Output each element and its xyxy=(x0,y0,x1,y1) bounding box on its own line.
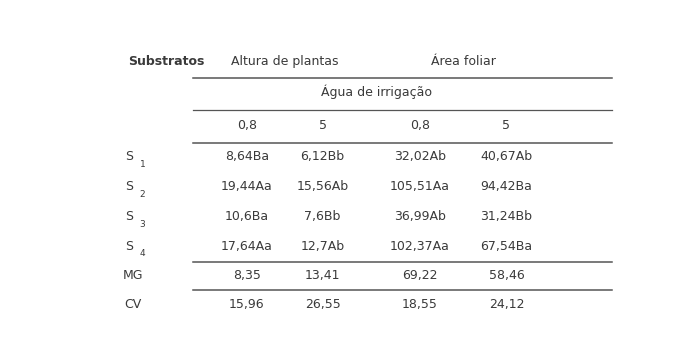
Text: 1: 1 xyxy=(140,160,145,169)
Text: 8,64Ba: 8,64Ba xyxy=(225,151,269,164)
Text: 6,12Bb: 6,12Bb xyxy=(301,151,345,164)
Text: 94,42Ba: 94,42Ba xyxy=(480,180,533,193)
Text: 36,99Ab: 36,99Ab xyxy=(394,210,446,223)
Text: 40,67Ab: 40,67Ab xyxy=(480,151,533,164)
Text: 10,6Ba: 10,6Ba xyxy=(225,210,269,223)
Text: 5: 5 xyxy=(503,119,510,132)
Text: 102,37Aa: 102,37Aa xyxy=(390,240,450,253)
Text: 0,8: 0,8 xyxy=(410,119,430,132)
Text: 8,35: 8,35 xyxy=(233,270,261,283)
Text: 26,55: 26,55 xyxy=(305,298,341,311)
Text: Substratos: Substratos xyxy=(128,54,205,67)
Text: Água de irrigação: Água de irrigação xyxy=(321,85,432,99)
Text: 18,55: 18,55 xyxy=(402,298,438,311)
Text: 69,22: 69,22 xyxy=(402,270,438,283)
Text: S: S xyxy=(125,180,133,193)
Text: 67,54Ba: 67,54Ba xyxy=(480,240,533,253)
Text: 31,24Bb: 31,24Bb xyxy=(480,210,533,223)
Text: 7,6Bb: 7,6Bb xyxy=(304,210,341,223)
Text: 15,56Ab: 15,56Ab xyxy=(297,180,348,193)
Text: 13,41: 13,41 xyxy=(305,270,341,283)
Text: 3: 3 xyxy=(140,219,145,229)
Text: S: S xyxy=(125,240,133,253)
Text: Altura de plantas: Altura de plantas xyxy=(231,54,339,67)
Text: 17,64Aa: 17,64Aa xyxy=(221,240,273,253)
Text: 2: 2 xyxy=(140,190,145,199)
Text: 0,8: 0,8 xyxy=(237,119,257,132)
Text: 4: 4 xyxy=(140,249,145,258)
Text: 12,7Ab: 12,7Ab xyxy=(301,240,345,253)
Text: MG: MG xyxy=(123,270,144,283)
Text: 105,51Aa: 105,51Aa xyxy=(390,180,450,193)
Text: 24,12: 24,12 xyxy=(489,298,524,311)
Text: 32,02Ab: 32,02Ab xyxy=(394,151,446,164)
Text: CV: CV xyxy=(125,298,142,311)
Text: 19,44Aa: 19,44Aa xyxy=(221,180,273,193)
Text: Área foliar: Área foliar xyxy=(431,54,496,67)
Text: 5: 5 xyxy=(318,119,327,132)
Text: S: S xyxy=(125,210,133,223)
Text: S: S xyxy=(125,151,133,164)
Text: 58,46: 58,46 xyxy=(489,270,524,283)
Text: 15,96: 15,96 xyxy=(229,298,265,311)
